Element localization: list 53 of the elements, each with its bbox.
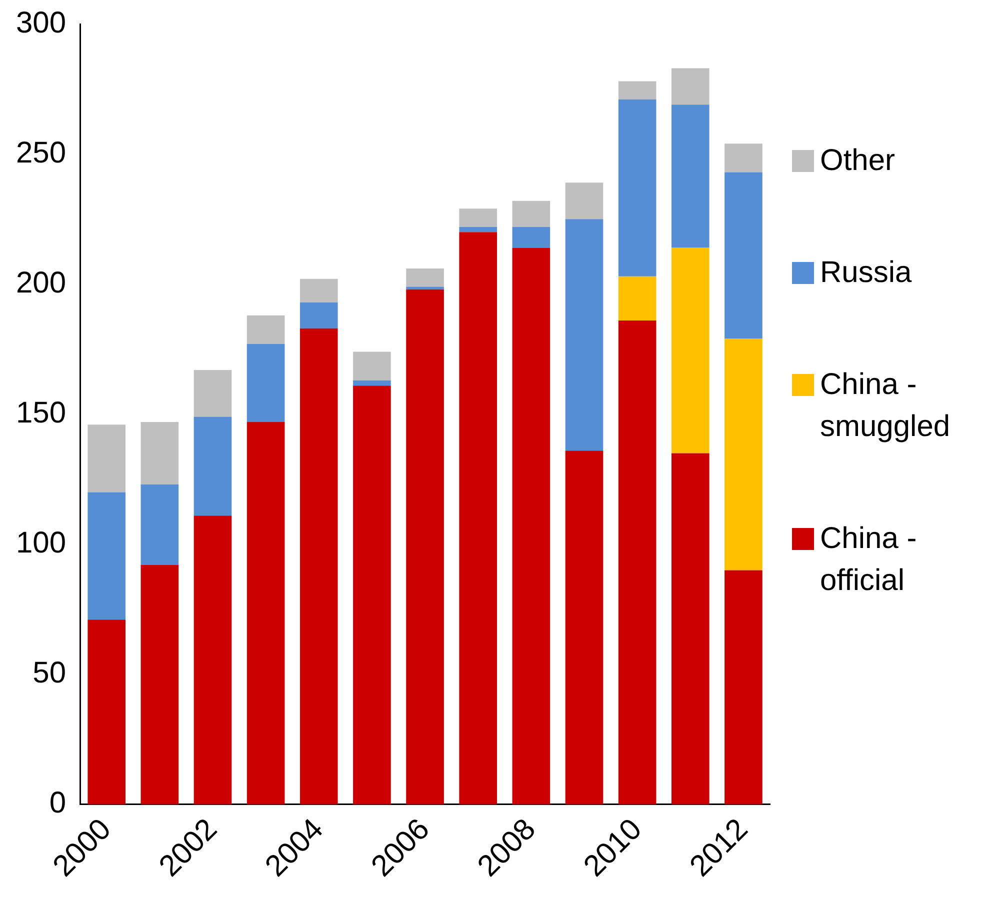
bar [618,99,656,276]
bar [406,289,444,804]
bar [512,248,550,804]
y-tick-label: 200 [16,266,66,300]
bar [194,370,232,417]
y-tick-label: 150 [16,396,66,430]
bar [459,208,498,227]
y-tick-label: 0 [49,786,66,820]
bar [565,182,604,220]
bar [353,386,391,804]
bar [140,565,179,804]
bar [671,68,710,105]
bar [353,380,391,386]
bar [140,484,179,566]
legend-label: China - official [820,521,918,599]
bar [140,422,179,484]
bar [88,620,126,804]
bar [671,453,710,804]
bar [194,416,232,516]
bar [724,172,762,339]
bar [565,219,604,451]
bar [618,276,656,321]
bar [618,320,656,804]
bar [671,104,710,248]
bar [246,344,285,422]
bar [724,338,762,570]
bar [88,492,126,620]
bar [246,315,285,344]
bar [194,516,232,804]
bar [618,81,656,100]
bar [459,232,498,804]
bar [565,450,604,804]
bar [406,268,444,287]
legend-label: Russia [820,255,912,291]
bar [671,248,710,454]
bar [724,144,762,172]
bar [459,226,498,232]
bar [300,328,338,804]
y-tick-label: 250 [16,136,66,170]
legend-label: Other [820,143,896,179]
bar [512,226,550,248]
y-tick-label: 100 [16,526,66,560]
bar [300,302,338,328]
bar [246,422,285,804]
y-tick-label: 300 [16,6,66,40]
legend-label: China - smuggled [820,367,952,445]
bar [353,352,391,380]
bar [88,424,126,492]
bar [512,200,550,227]
y-tick-label: 50 [32,656,66,690]
bar [300,278,338,302]
bar [406,286,444,290]
bar [724,570,762,804]
